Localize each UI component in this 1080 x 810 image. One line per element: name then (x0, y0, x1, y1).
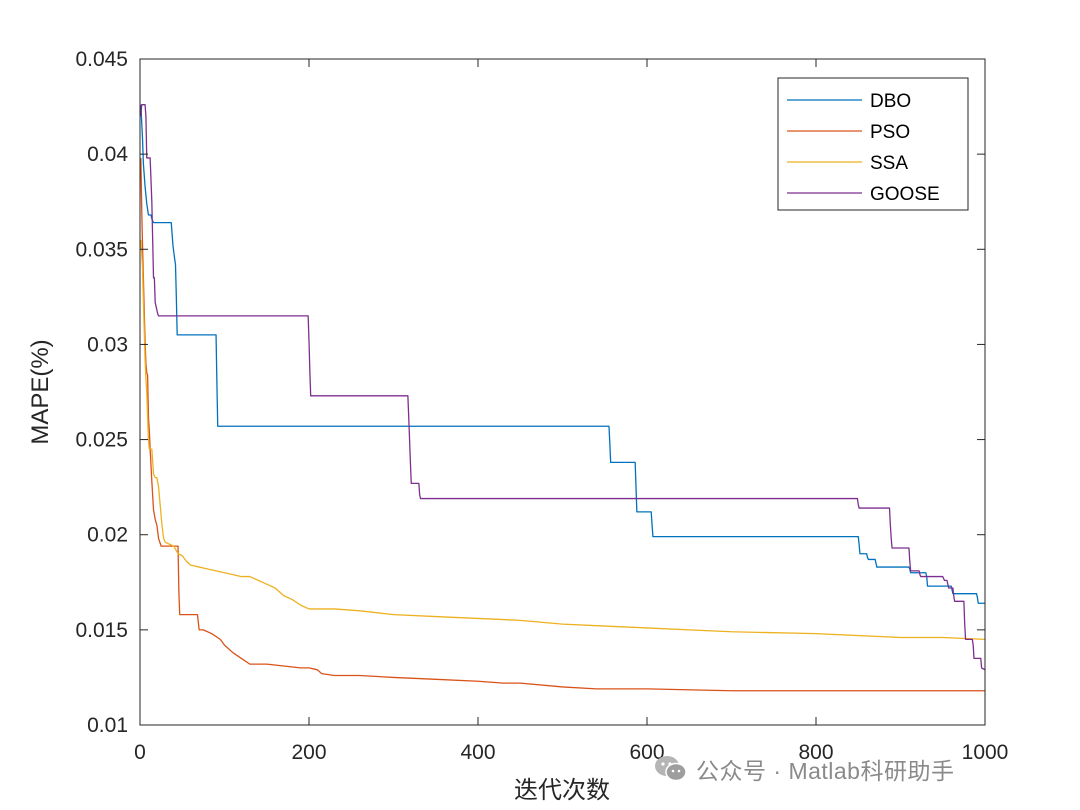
y-tick-label: 0.03 (87, 333, 128, 356)
y-axis: 0.01 0.015 0.02 0.025 0.03 0.035 0.04 0.045 (75, 48, 985, 737)
series-line-pso (140, 157, 985, 692)
y-tick-label: 0.02 (87, 524, 128, 547)
wechat-icon (654, 754, 688, 784)
legend: DBO PSO SSA GOOSE (777, 77, 969, 211)
x-tick-label: 1000 (962, 741, 1009, 764)
watermark: 公众号 · Matlab科研助手 (654, 752, 954, 786)
series-line-goose (140, 104, 986, 671)
legend-label-dbo: DBO (870, 91, 911, 112)
y-axis-label: MAPE(%) (27, 339, 54, 444)
y-tick-label: 0.01 (87, 714, 128, 737)
x-tick-label: 800 (798, 741, 833, 764)
watermark-text: 公众号 · Matlab科研助手 (696, 758, 955, 784)
x-tick-label: 400 (460, 741, 495, 764)
y-tick-label: 0.015 (75, 619, 128, 642)
legend-label-ssa: SSA (870, 153, 908, 174)
y-tick-label: 0.035 (75, 238, 128, 261)
x-tick-label: 200 (291, 741, 326, 764)
series-line-dbo (140, 104, 985, 604)
x-axis-label: 迭代次数 (514, 777, 610, 804)
x-tick-label: 600 (629, 741, 664, 764)
axes-box (139, 58, 986, 726)
x-tick-label: 0 (134, 741, 146, 764)
x-axis: 0 200 400 600 800 1000 (134, 59, 1008, 764)
series-layer (140, 104, 986, 692)
legend-label-goose: GOOSE (870, 184, 940, 205)
y-tick-label: 0.045 (75, 48, 128, 71)
legend-label-pso: PSO (870, 122, 910, 143)
series-line-ssa (140, 239, 986, 641)
y-tick-label: 0.04 (87, 143, 128, 166)
y-tick-label: 0.025 (75, 429, 128, 452)
